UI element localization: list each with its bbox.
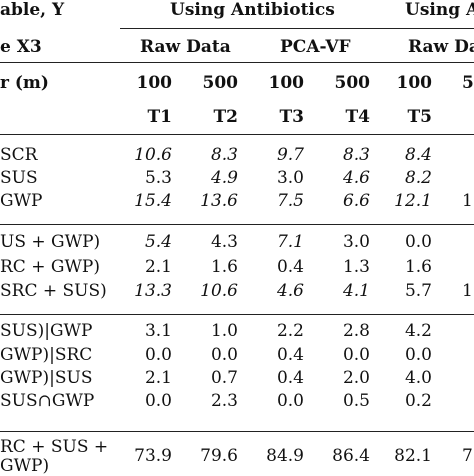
row-label-total-line1: RC + SUS +: [0, 437, 109, 457]
total-value-t2: 79.6: [200, 446, 238, 466]
table-cell: 0.0: [276, 391, 304, 411]
table-cell: 0.5: [342, 391, 370, 411]
header-t1: T1: [147, 107, 172, 127]
table-cell: 10.6: [200, 281, 238, 301]
table-cell: 0.7: [210, 368, 238, 388]
header-raw-data-2: Raw Da: [408, 37, 474, 57]
header-r-500-2: 500: [334, 73, 371, 93]
row-label: SUS∩GWP: [0, 391, 95, 411]
table-cell: 5.3: [144, 168, 172, 188]
header-t2: T2: [213, 107, 238, 127]
header-raw-data-1: Raw Data: [140, 37, 231, 57]
table-cell: 4.6: [276, 281, 304, 301]
table-cell: 15.4: [134, 191, 172, 211]
table-cell: 8.4: [404, 145, 432, 165]
table-cell: 1: [462, 191, 473, 211]
table-cell: 8.2: [404, 168, 432, 188]
table-cell: 6.6: [342, 191, 370, 211]
header-group-antibiotics: Using Antibiotics: [170, 0, 335, 20]
header-t5: T5: [407, 107, 432, 127]
table-cell: 0.4: [276, 257, 304, 277]
header-r-100-2: 100: [268, 73, 305, 93]
rule-group-2: [0, 314, 474, 315]
table-cell: 13.3: [134, 281, 172, 301]
table-cell: 0.0: [210, 345, 238, 365]
header-r-5-partial: 5: [462, 73, 474, 93]
total-value-t1: 73.9: [134, 446, 172, 466]
table-cell: 0.0: [342, 345, 370, 365]
table-cell: 4.2: [404, 321, 432, 341]
table-cell: 8.3: [210, 145, 238, 165]
rule-under-groups: [120, 28, 474, 29]
header-t3: T3: [279, 107, 304, 127]
header-group-using-a: Using A: [405, 0, 474, 20]
row-label: SUS: [0, 168, 38, 188]
rule-group-1: [0, 224, 474, 225]
table-cell: 2.1: [144, 257, 172, 277]
table-cell: 5.4: [144, 232, 172, 252]
table-cell: 1.6: [210, 257, 238, 277]
header-label-r: r (m): [0, 73, 49, 93]
rule-group-3: [0, 431, 474, 432]
row-label: SUS)|GWP: [0, 321, 93, 341]
table-cell: 0.0: [144, 345, 172, 365]
table-cell: 10.6: [134, 145, 172, 165]
row-label: GWP)|SRC: [0, 345, 93, 365]
table-cell: 7.1: [276, 232, 304, 252]
header-t4: T4: [345, 107, 370, 127]
table-cell: 2.1: [144, 368, 172, 388]
table-cell: 4.1: [342, 281, 370, 301]
row-label: RC + GWP): [0, 257, 100, 277]
table-cell: 1.3: [342, 257, 370, 277]
table-cell: 5.7: [404, 281, 432, 301]
table-cell: 3.0: [276, 168, 304, 188]
table-cell: 7.5: [276, 191, 304, 211]
table-cell: 4.9: [210, 168, 238, 188]
total-value-t6-partial: 7: [462, 446, 473, 466]
table-cell: 2.3: [210, 391, 238, 411]
table-cell: 13.6: [200, 191, 238, 211]
table-cell: 12.1: [394, 191, 432, 211]
table-cell: 0.4: [276, 368, 304, 388]
row-label: US + GWP): [0, 232, 101, 252]
table-cell: 9.7: [276, 145, 304, 165]
row-label: SCR: [0, 145, 38, 165]
table-cell: 1.0: [210, 321, 238, 341]
table-cell: 0.4: [276, 345, 304, 365]
header-r-100-3: 100: [396, 73, 433, 93]
total-value-t3: 84.9: [266, 446, 304, 466]
table-cell: 1.6: [404, 257, 432, 277]
row-label: GWP)|SUS: [0, 368, 93, 388]
table-cell: 0.0: [404, 232, 432, 252]
table-cell: 3.0: [342, 232, 370, 252]
table-cell: 4.3: [210, 232, 238, 252]
header-label-x3: e X3: [0, 37, 42, 57]
header-pca-vf: PCA-VF: [280, 37, 351, 57]
header-r-500-1: 500: [202, 73, 239, 93]
row-label-total-line2: GWP): [0, 456, 50, 476]
table-cell: 0.2: [404, 391, 432, 411]
table-cell: 0.0: [404, 345, 432, 365]
total-value-t4: 86.4: [332, 446, 370, 466]
table-cell: 1: [462, 281, 473, 301]
header-label-variable: able, Y: [0, 0, 65, 20]
total-value-t5: 82.1: [394, 446, 432, 466]
table-cell: 0.0: [144, 391, 172, 411]
row-label: SRC + SUS): [0, 281, 107, 301]
header-r-100-1: 100: [136, 73, 173, 93]
rule-under-subgroups: [0, 62, 474, 63]
table-cell: 3.1: [144, 321, 172, 341]
table-cell: 2.2: [276, 321, 304, 341]
rule-under-header: [0, 134, 474, 135]
table-cell: 4.0: [404, 368, 432, 388]
table-cell: 2.0: [342, 368, 370, 388]
table-cell: 4.6: [342, 168, 370, 188]
table-cell: 8.3: [342, 145, 370, 165]
row-label: GWP: [0, 191, 43, 211]
table-cell: 2.8: [342, 321, 370, 341]
